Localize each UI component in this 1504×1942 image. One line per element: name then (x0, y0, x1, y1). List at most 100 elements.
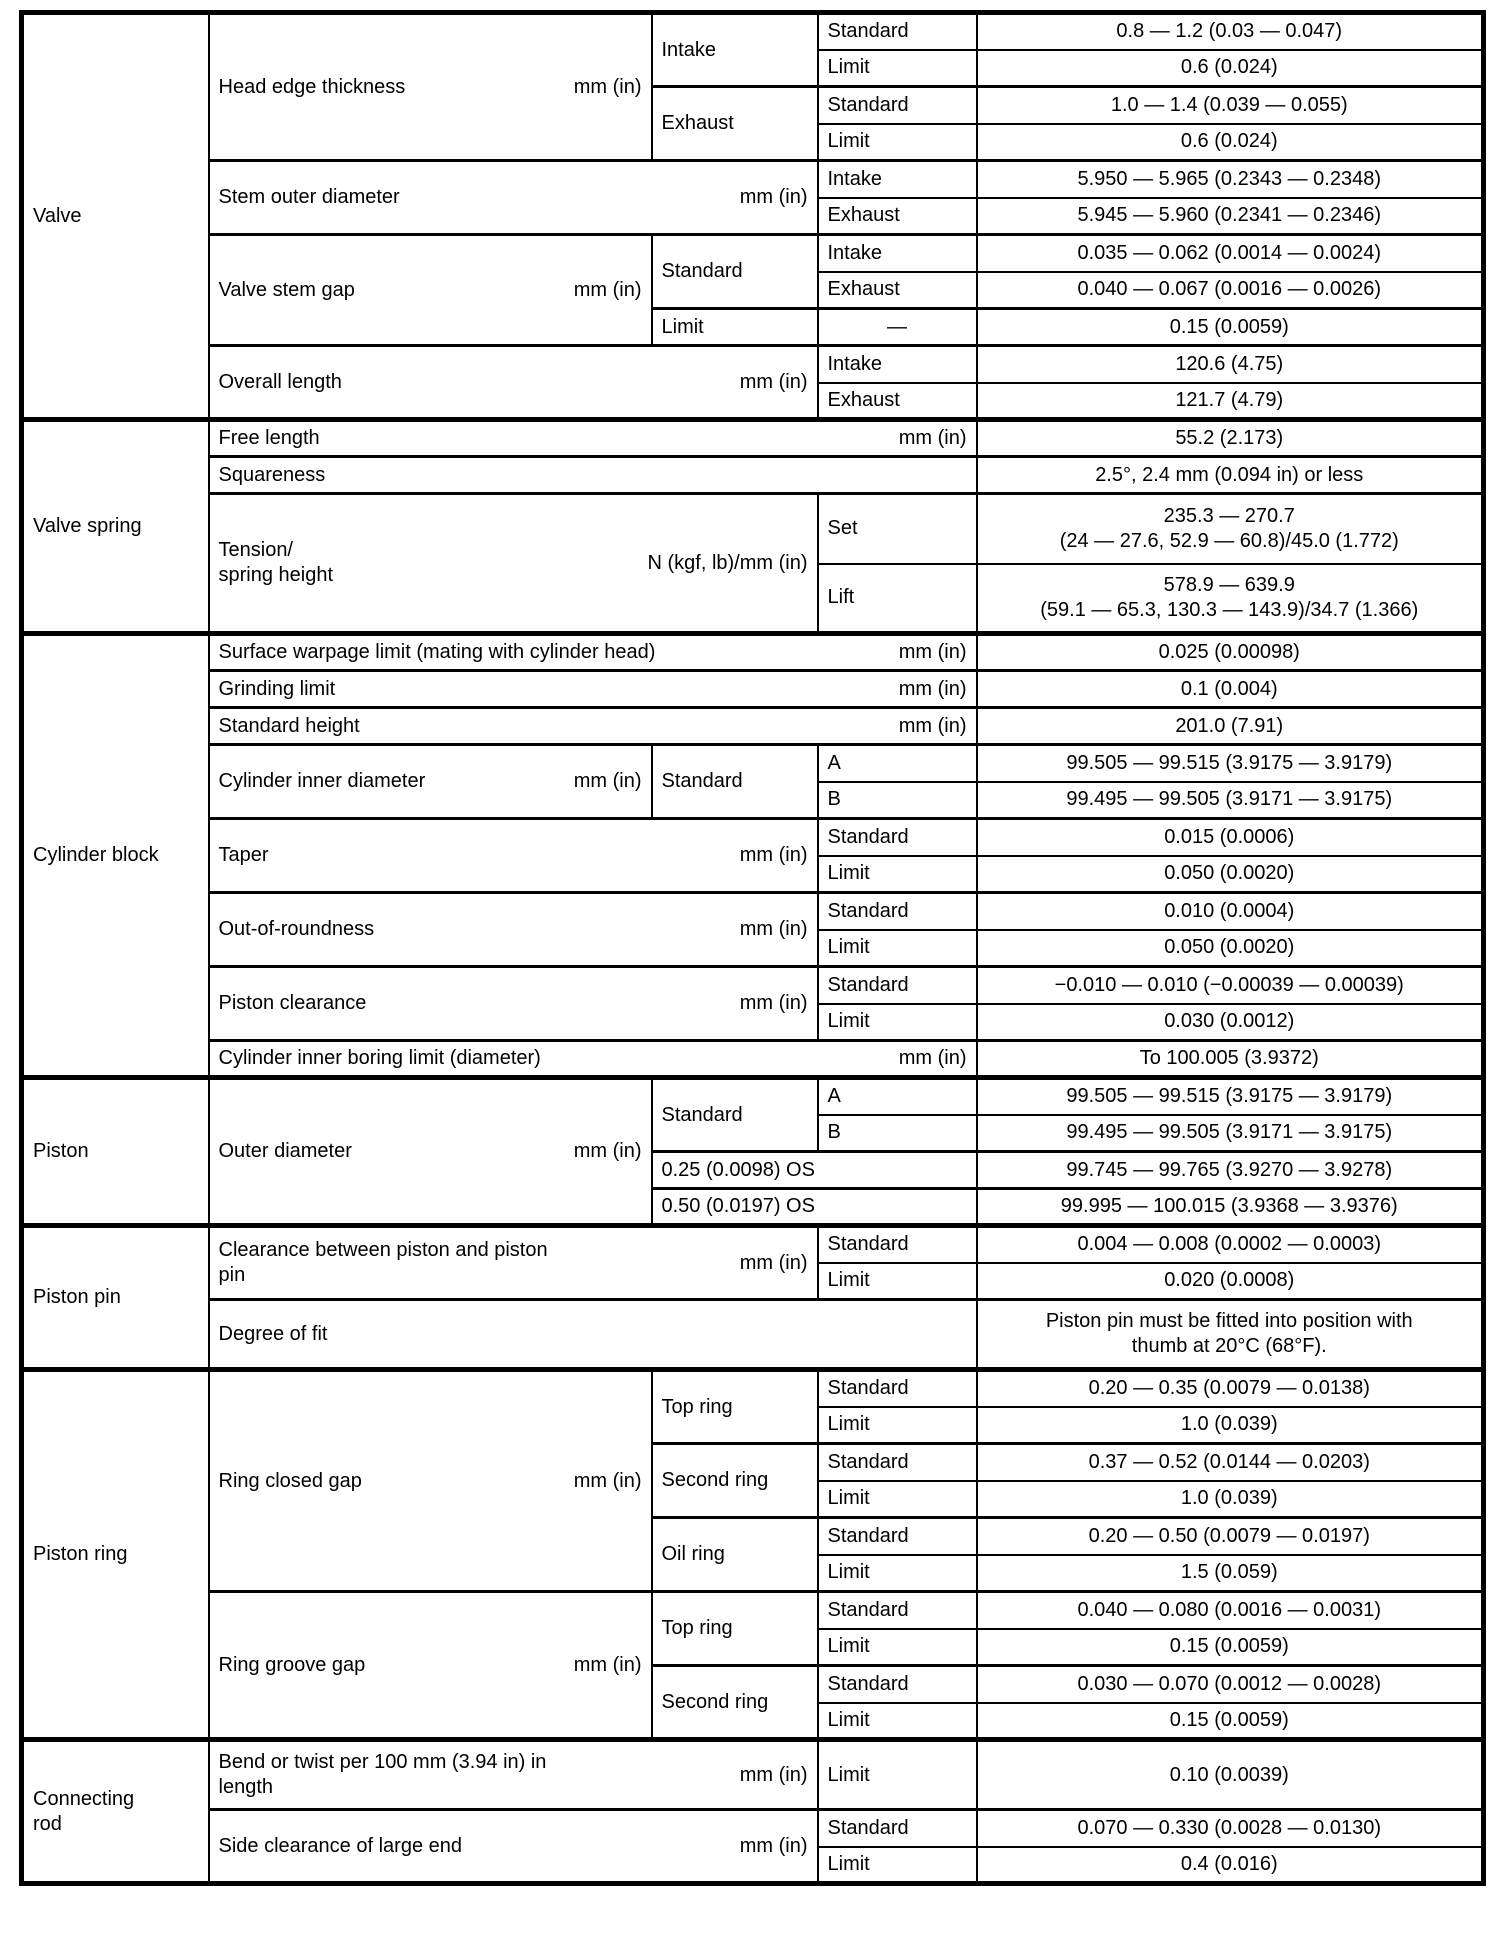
value-cell: 5.945 — 5.960 (0.2341 — 0.2346) (975, 196, 1485, 236)
subitem-cell: Standard (650, 233, 819, 310)
subitem-cell: Limit (816, 1405, 978, 1445)
subitem-cell: Standard (816, 817, 978, 857)
table-row: Exhaust 121.7 (4.79) (22, 381, 1485, 421)
item-label: Standard height (218, 714, 360, 737)
unit-label: mm (in) (739, 370, 808, 393)
item-cell: Free length mm (in) (207, 417, 978, 458)
value-cell: 0.10 (0.0039) (975, 1737, 1485, 1811)
item-cell: Out-of-roundness mm (in) (207, 891, 819, 968)
value-cell: 99.505 — 99.515 (3.9175 — 3.9179) (975, 1075, 1485, 1116)
item-label: Surface warpage limit (mating with cylin… (218, 641, 656, 663)
unit-label: mm (in) (573, 1140, 642, 1162)
value-cell: 99.495 — 99.505 (3.9171 — 3.9175) (975, 1113, 1485, 1153)
table-row: Limit 1.5 (0.059) (22, 1553, 1485, 1593)
table-row: Piston ring Ring closed gap mm (in) Top rin… (20, 1367, 1485, 1741)
table-row: Limit 0.6 (0.024) (22, 48, 1485, 88)
table-row: Limit —0.15 (0.0059) (22, 307, 1485, 347)
item-label: Taper (218, 844, 269, 866)
value-cell: 0.004 — 0.008 (0.0002 — 0.0003) (975, 1223, 1485, 1264)
unit-label: mm (in) (739, 918, 808, 940)
item-cell: Grinding limit mm (in) (207, 669, 978, 709)
subitem-cell: Set (816, 492, 978, 565)
unit-label: mm (in) (898, 714, 967, 737)
unit-label: mm (in) (573, 1653, 642, 1676)
item-label: Bend or twist per 100 mm (3.94 in) in le… (218, 1751, 547, 1798)
subitem-cell: Top ring (650, 1590, 819, 1667)
table-row: Limit 1.0 (0.039) (22, 1479, 1485, 1519)
subitem-cell: Intake (816, 344, 978, 384)
table-row: B 99.495 — 99.505 (3.9171 — 3.9175) (22, 1113, 1485, 1153)
subitem-cell: Limit (816, 48, 978, 88)
subitem-cell: Limit (816, 1845, 978, 1885)
value-cell: 0.6 (0.024) (975, 48, 1485, 88)
table-row: Stem outer diameter mm (in) Intake 5.950 — … (22, 159, 1485, 236)
unit-label: mm (in) (739, 992, 808, 1014)
subitem-cell: 0.50 (0.0197) OS (650, 1187, 978, 1227)
value-cell: 0.15 (0.0059) (975, 1701, 1485, 1741)
subitem-cell: B (816, 780, 978, 820)
value-cell: 1.0 — 1.4 (0.039 — 0.055) (975, 85, 1485, 125)
category-cell: Valve (20, 11, 210, 421)
table-row: Grinding limit mm (in) 0.1 (0.004) (22, 669, 1485, 709)
unit-label: mm (in) (898, 641, 967, 663)
subitem-cell: Limit (816, 928, 978, 968)
subitem-cell: Limit (816, 1553, 978, 1593)
table-row: Limit 0.4 (0.016) (22, 1845, 1485, 1885)
value-cell: 55.2 (2.173) (975, 417, 1485, 458)
subitem-cell: Limit (816, 1701, 978, 1741)
unit-label: mm (in) (739, 1834, 808, 1857)
item-label: Squareness (218, 463, 326, 486)
table-row: Exhaust 0.040 — 0.067 (0.0016 — 0.0026) (22, 270, 1485, 310)
item-label: Overall length (218, 370, 342, 393)
item-cell: Cylinder inner boring limit (diameter) mm… (207, 1039, 978, 1079)
subitem-cell: Standard (816, 85, 978, 125)
subitem-cell: Standard (816, 965, 978, 1005)
value-cell: 578.9 — 639.9 (59.1 — 65.3, 130.3 — 143.… (975, 562, 1485, 635)
table-row: Piston pin Clearance between piston and p… (20, 1223, 1485, 1371)
value-cell: 0.20 — 0.50 (0.0079 — 0.0197) (975, 1516, 1485, 1556)
subitem-cell: Standard (816, 11, 978, 51)
subitem-cell: Limit (816, 1627, 978, 1667)
table-row: Limit 0.030 (0.0012) (22, 1002, 1485, 1042)
subitem-cell: A (816, 743, 978, 783)
item-label: Stem outer diameter (218, 186, 400, 208)
table-row: Cylinder block Surface warpage limit (mat… (20, 631, 1485, 1079)
table-row: Piston clearance mm (in) Standard −0.010 — … (22, 965, 1485, 1042)
value-cell: 0.070 — 0.330 (0.0028 — 0.0130) (975, 1808, 1485, 1848)
subitem-cell: Standard (650, 1075, 819, 1153)
subitem-cell: Standard (816, 1516, 978, 1556)
value-cell: 0.040 — 0.080 (0.0016 — 0.0031) (975, 1590, 1485, 1630)
item-label: Cylinder inner diameter (218, 770, 426, 792)
item-cell: Ring closed gap mm (in) (207, 1367, 653, 1593)
value-cell: 0.015 (0.0006) (975, 817, 1485, 857)
table-row: Out-of-roundness mm (in) Standard 0.010 (0.… (22, 891, 1485, 968)
table-row: Limit 1.0 (0.039) (22, 1405, 1485, 1445)
subitem-cell: Limit (816, 122, 978, 162)
item-label: Outer diameter (218, 1140, 352, 1162)
item-cell: Surface warpage limit (mating with cylin… (207, 631, 978, 672)
subitem-cell: Limit (816, 1261, 978, 1301)
subitem-cell: Intake (816, 159, 978, 199)
table-row: Degree of fit Piston pin must be fitted i… (22, 1298, 1485, 1371)
table-row: Overall length mm (in) Intake 120.6 (4.75) (22, 344, 1485, 421)
value-cell: 99.745 — 99.765 (3.9270 — 3.9278) (975, 1150, 1485, 1190)
value-cell: 0.37 — 0.52 (0.0144 — 0.0203) (975, 1442, 1485, 1482)
table-row: Limit 0.050 (0.0020) (22, 928, 1485, 968)
item-label: Side clearance of large end (218, 1834, 463, 1857)
subitem-cell: B (816, 1113, 978, 1153)
subitem-cell: Standard (816, 1664, 978, 1704)
value-cell: 120.6 (4.75) (975, 344, 1485, 384)
unit-label: mm (in) (898, 1047, 967, 1069)
subitem-cell: Standard (816, 1223, 978, 1264)
item-cell: Ring groove gap mm (in) (207, 1590, 653, 1741)
value-cell: To 100.005 (3.9372) (975, 1039, 1485, 1079)
unit-label: mm (in) (573, 1469, 642, 1492)
value-cell: 0.030 (0.0012) (975, 1002, 1485, 1042)
table-row: Oil ring Standard 0.20 — 0.50 (0.0079 — 0.… (22, 1516, 1485, 1593)
value-cell: 0.1 (0.004) (975, 669, 1485, 709)
subitem-cell: Lift (816, 562, 978, 635)
table-row: Taper mm (in) Standard 0.015 (0.0006) (22, 817, 1485, 894)
subitem-cell: Top ring (650, 1367, 819, 1445)
subitem-cell: Exhaust (816, 270, 978, 310)
unit-label: mm (in) (573, 770, 642, 792)
